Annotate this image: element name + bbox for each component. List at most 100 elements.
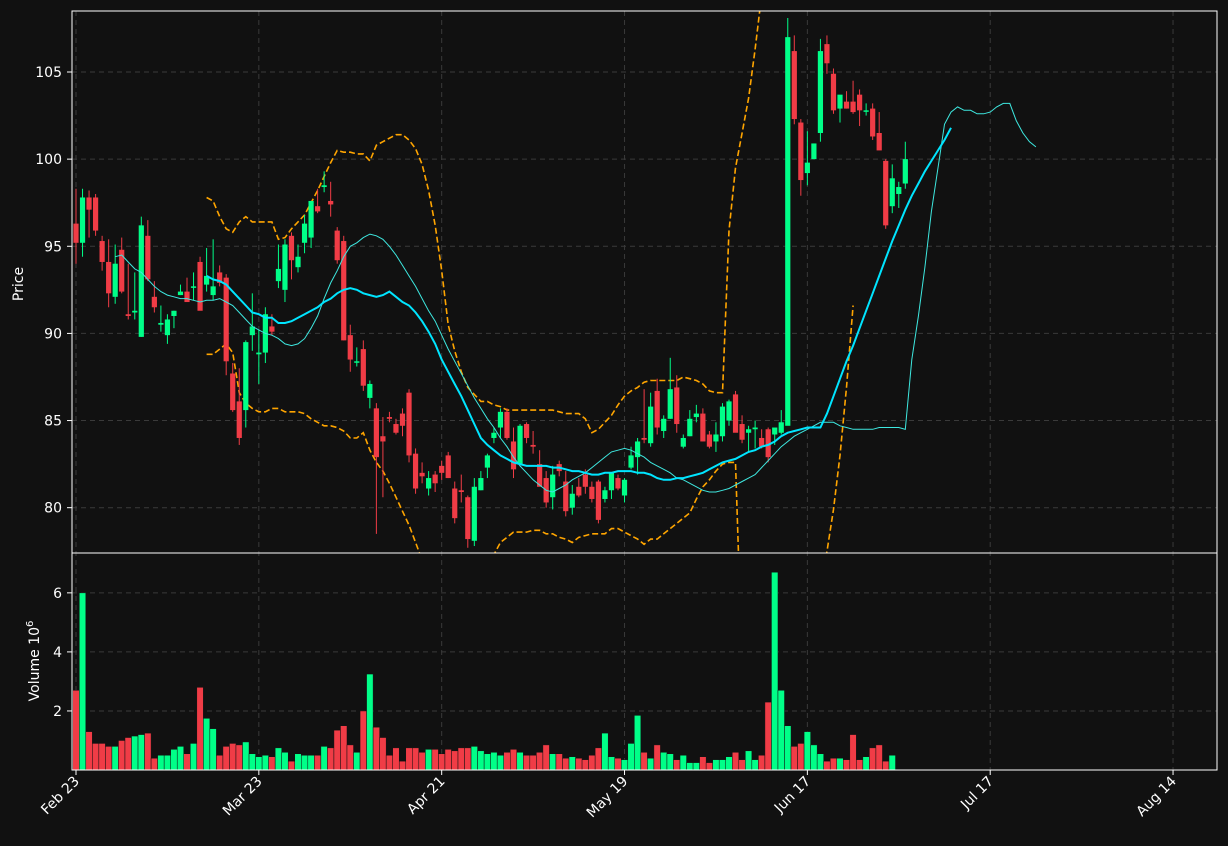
candle-body	[204, 275, 210, 285]
candle-body	[876, 132, 882, 151]
candle	[354, 347, 360, 367]
candle	[119, 237, 125, 294]
candle	[667, 357, 673, 419]
candle-body	[537, 464, 543, 487]
volume-bar	[105, 746, 113, 771]
volume-bar	[555, 753, 563, 771]
candle	[889, 164, 895, 214]
candle-body	[119, 249, 125, 292]
x-tick-label: Apr 21	[404, 774, 448, 818]
volume-bar	[784, 725, 792, 771]
candle	[706, 431, 713, 449]
volume-bar	[483, 753, 491, 771]
volume-bar	[150, 757, 158, 771]
price-tick-label: 95	[44, 239, 62, 255]
candle-body	[654, 390, 660, 428]
candle-body	[223, 277, 229, 362]
candle	[602, 486, 608, 503]
volume-bar	[673, 759, 681, 771]
candle-body	[817, 51, 824, 133]
volume-bar	[307, 754, 315, 771]
candle	[739, 415, 745, 444]
candle	[177, 284, 184, 296]
candle	[347, 324, 353, 372]
volume-bar	[92, 743, 100, 771]
volume-bar	[196, 687, 204, 771]
volume-bar	[353, 752, 361, 771]
candle-body	[308, 200, 314, 238]
volume-bar	[686, 762, 694, 771]
candle	[595, 479, 601, 524]
candle	[367, 380, 373, 409]
volume-bar	[333, 729, 341, 771]
volume-bar	[862, 756, 870, 771]
volume-bar	[216, 754, 224, 771]
volume-bar	[496, 754, 504, 771]
candle-body	[471, 486, 477, 541]
volume-bar	[183, 753, 191, 771]
candle	[171, 310, 177, 329]
candle-body	[321, 185, 327, 188]
price-tick-label: 80	[44, 501, 62, 517]
volume-bar	[718, 759, 726, 771]
candle-body	[674, 387, 680, 425]
candle	[550, 465, 556, 510]
candle	[301, 214, 308, 254]
candle-body	[439, 465, 445, 473]
candle	[896, 181, 902, 208]
volume-bar	[562, 757, 570, 771]
candle	[648, 392, 654, 447]
volume-bar	[725, 756, 733, 771]
volume-bar	[320, 746, 328, 771]
x-tick-label: Aug 14	[1133, 773, 1179, 819]
candle	[732, 390, 739, 433]
candle	[674, 375, 680, 433]
candle	[399, 408, 406, 437]
volume-bar	[268, 756, 276, 771]
candle-body	[811, 143, 817, 160]
candle-body	[843, 101, 850, 109]
candle	[256, 329, 262, 384]
candle-body	[621, 479, 628, 496]
volume-bar	[751, 759, 759, 771]
candle	[621, 478, 628, 503]
candle	[112, 244, 118, 304]
candle-body	[386, 417, 393, 419]
volume-bar	[346, 744, 354, 771]
volume-bar	[712, 759, 720, 771]
volume-bar	[790, 746, 798, 771]
volume-bar	[124, 737, 132, 771]
candle	[465, 495, 471, 548]
candle-body	[171, 310, 177, 316]
candle-body	[785, 37, 791, 426]
volume-bar	[385, 754, 393, 771]
candle-body	[458, 490, 464, 493]
x-tick-label: Mar 23	[220, 774, 266, 820]
candle-body	[883, 160, 889, 226]
volume-bar	[157, 754, 165, 771]
volume-bar	[464, 747, 472, 771]
volume-bar	[614, 757, 622, 771]
volume-bar	[607, 756, 615, 771]
x-tick-label: Jul 17	[957, 774, 997, 814]
candle-body	[393, 424, 399, 433]
candle	[243, 340, 249, 428]
x-tick-label: Jun 17	[771, 774, 814, 817]
candle	[471, 478, 477, 547]
volume-bar	[549, 753, 557, 771]
candle-body	[510, 441, 517, 470]
volume-bar	[810, 744, 818, 771]
candle-body	[275, 268, 282, 282]
candle-body	[902, 159, 908, 184]
candle	[863, 103, 869, 116]
volume-bar	[261, 754, 269, 771]
candle-body	[595, 481, 601, 520]
moving-average-lines	[115, 102, 1037, 493]
candle-body	[870, 108, 876, 137]
volume-bar	[575, 757, 583, 771]
volume-bar	[301, 754, 309, 771]
candle-body	[301, 223, 308, 243]
candle-body	[550, 474, 556, 498]
candle-body	[497, 411, 504, 428]
